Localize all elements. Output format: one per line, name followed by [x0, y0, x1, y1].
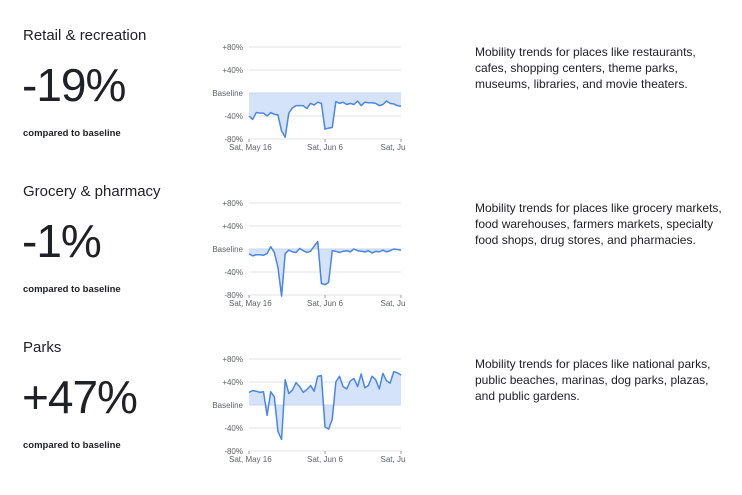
category-title: Parks	[23, 339, 62, 356]
x-tick-label: Sat, Jun 6	[307, 455, 344, 464]
x-tick-label: Sat, May 16	[229, 455, 272, 464]
headline-percent: +47%	[22, 371, 138, 423]
x-tick-label: Sat, Jun 6	[307, 143, 344, 152]
category-title: Retail & recreation	[23, 27, 147, 44]
grocery-section: Grocery & pharmacy -1% compared to basel…	[0, 183, 742, 339]
category-description: Mobility trends for places like restaura…	[475, 45, 696, 91]
x-tick-label: Sat, Jun 27	[381, 299, 405, 308]
grocery-trend-chart: +80% +40% Baseline -40% -80%Sat, May 16 Sat, …	[212, 199, 405, 308]
retail-section: Retail & recreation -19% compared to bas…	[0, 27, 742, 183]
headline-caption: compared to baseline	[23, 440, 121, 451]
category-description: Mobility trends for places like grocery …	[475, 201, 722, 247]
y-tick-label: -40%	[224, 424, 243, 433]
y-tick-label: +80%	[222, 355, 243, 364]
y-tick-label: +40%	[222, 222, 243, 231]
retail-trend-chart: +80% +40% Baseline -40% -80%Sat, May 16 Sat, …	[212, 43, 405, 152]
y-tick-label: -40%	[224, 112, 243, 121]
headline-caption: compared to baseline	[23, 128, 121, 139]
baseline-area	[249, 241, 401, 297]
x-tick-label: Sat, Jun 6	[307, 299, 344, 308]
y-tick-label: +80%	[222, 43, 243, 52]
trend-line	[248, 240, 402, 297]
y-tick-label: +40%	[222, 66, 243, 75]
headline-percent: -19%	[22, 59, 126, 111]
category-title: Grocery & pharmacy	[23, 183, 161, 200]
x-tick-label: Sat, Jun 27	[381, 143, 405, 152]
y-tick-label: -80%	[224, 447, 243, 456]
y-tick-label: -40%	[224, 268, 243, 277]
y-tick-label: Baseline	[212, 401, 243, 410]
parks-trend-chart: +80% +40% Baseline -40% -80%Sat, May 16 Sat, …	[212, 355, 405, 464]
category-description: Mobility trends for places like national…	[475, 357, 711, 403]
trend-line	[248, 100, 402, 139]
y-tick-label: -80%	[224, 135, 243, 144]
trend-line	[248, 370, 402, 441]
x-tick-label: Sat, May 16	[229, 143, 272, 152]
y-tick-label: +80%	[222, 199, 243, 208]
y-tick-label: +40%	[222, 378, 243, 387]
headline-percent: -1%	[22, 215, 102, 267]
baseline-area	[249, 93, 401, 138]
parks-section: Parks +47% compared to baseline +80% +40%…	[0, 339, 742, 495]
y-tick-label: Baseline	[212, 89, 243, 98]
x-tick-label: Sat, May 16	[229, 299, 272, 308]
y-tick-label: -80%	[224, 291, 243, 300]
headline-caption: compared to baseline	[23, 284, 121, 295]
y-tick-label: Baseline	[212, 245, 243, 254]
x-tick-label: Sat, Jun 27	[381, 455, 405, 464]
